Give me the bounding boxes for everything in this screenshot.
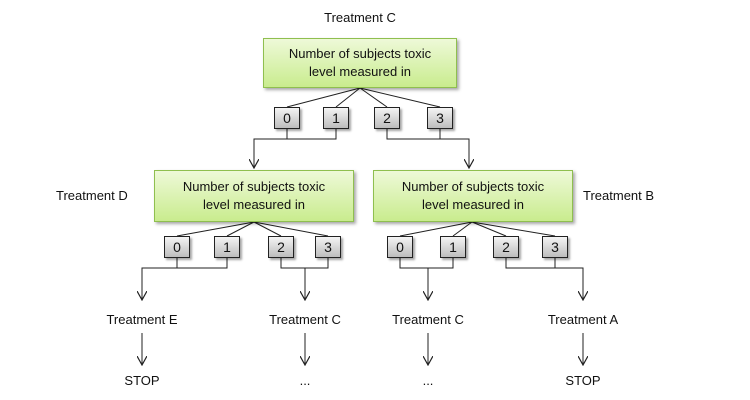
- root-option-1: 1: [323, 107, 349, 129]
- left-treatment-label: Treatment D: [56, 188, 128, 203]
- outcome-3-next: ...: [422, 373, 434, 388]
- right-option-1: 1: [440, 236, 466, 258]
- left-option-2: 2: [268, 236, 294, 258]
- right-option-2: 2: [493, 236, 519, 258]
- outcome-3-treatment: Treatment C: [392, 312, 464, 327]
- outcome-2-treatment: Treatment C: [269, 312, 341, 327]
- left-decision-box: Number of subjects toxic level measured …: [154, 170, 354, 222]
- outcome-4-treatment: Treatment A: [547, 312, 619, 327]
- right-treatment-label: Treatment B: [583, 188, 655, 203]
- right-box-line2: level measured in: [422, 197, 524, 212]
- root-decision-box: Number of subjects toxic level measured …: [263, 38, 457, 88]
- outcome-1-treatment: Treatment E: [106, 312, 178, 327]
- outcome-2-next: ...: [299, 373, 311, 388]
- right-decision-box: Number of subjects toxic level measured …: [373, 170, 573, 222]
- left-option-0: 0: [164, 236, 190, 258]
- root-box-line1: Number of subjects toxic: [288, 46, 432, 61]
- root-option-2: 2: [374, 107, 400, 129]
- left-box-line1: Number of subjects toxic: [182, 179, 326, 194]
- left-box-line2: level measured in: [203, 197, 305, 212]
- root-treatment-label: Treatment C: [324, 10, 396, 25]
- root-option-3: 3: [427, 107, 453, 129]
- left-option-1: 1: [214, 236, 240, 258]
- right-option-0: 0: [387, 236, 413, 258]
- right-option-3: 3: [542, 236, 568, 258]
- root-option-0: 0: [274, 107, 300, 129]
- right-box-line1: Number of subjects toxic: [401, 179, 545, 194]
- left-option-3: 3: [315, 236, 341, 258]
- outcome-1-next: STOP: [124, 373, 160, 388]
- root-box-line2: level measured in: [309, 64, 411, 79]
- outcome-4-next: STOP: [565, 373, 601, 388]
